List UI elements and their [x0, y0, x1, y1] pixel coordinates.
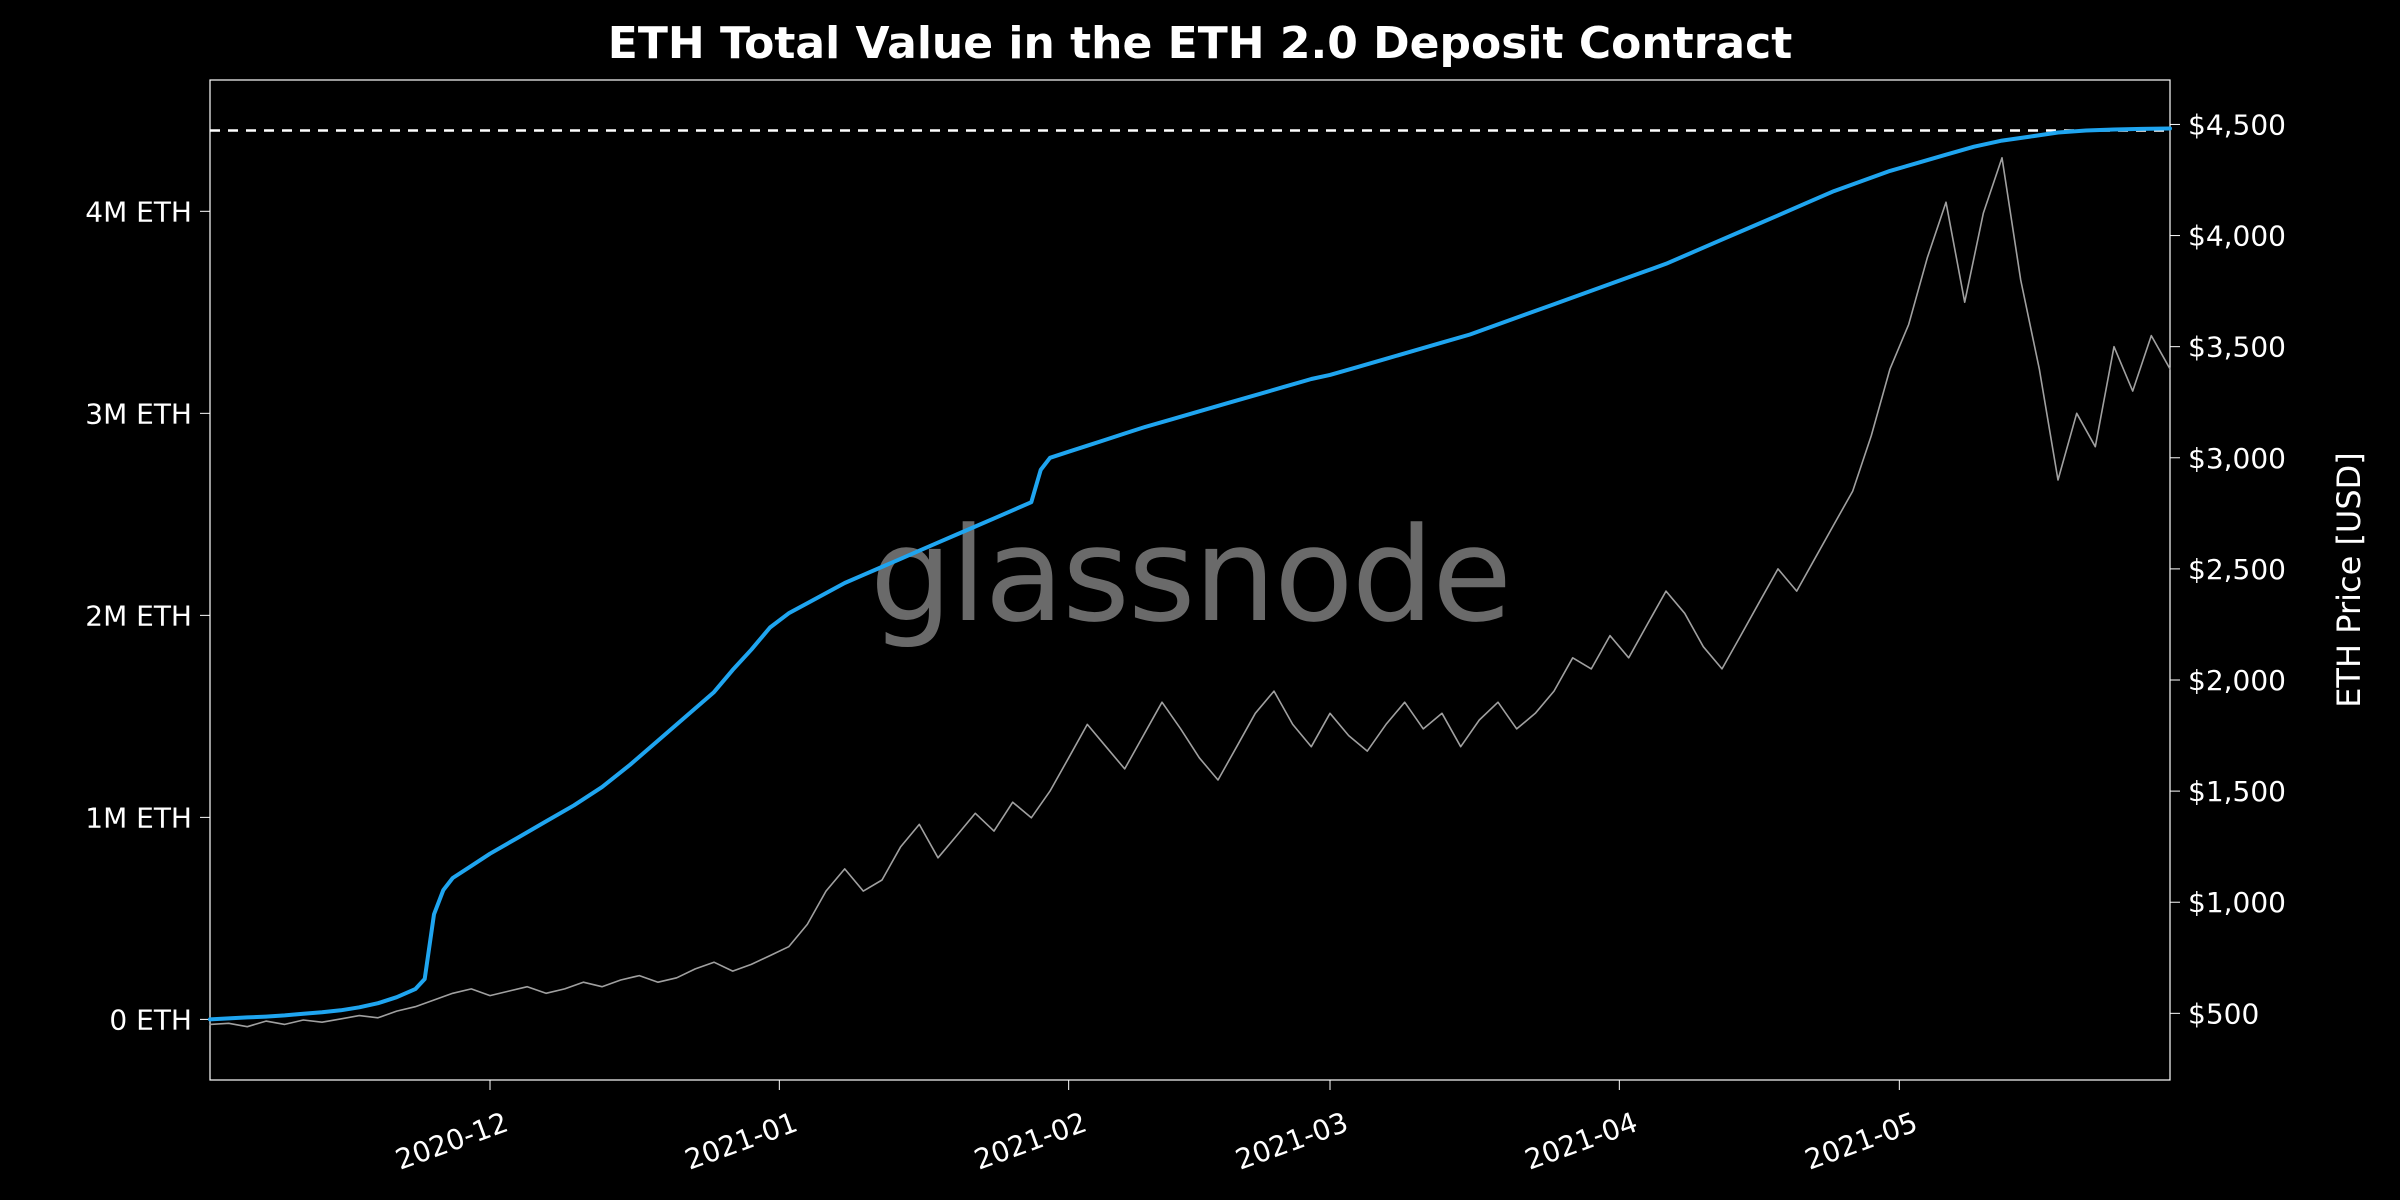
x-tick-label: 2021-01	[680, 1106, 801, 1177]
y-right-tick-label: $4,500	[2188, 108, 2286, 141]
y-right-tick-label: $2,000	[2188, 664, 2286, 697]
y-right-tick-label: $4,000	[2188, 220, 2286, 253]
y-right-tick-label: $1,500	[2188, 775, 2286, 808]
y-right-tick-label: $3,500	[2188, 331, 2286, 364]
x-tick-label: 2021-02	[970, 1106, 1091, 1177]
x-tick-label: 2021-04	[1520, 1106, 1641, 1177]
y-right-tick-label: $500	[2188, 997, 2259, 1030]
y-left-tick-label: 4M ETH	[85, 195, 192, 228]
y-right-tick-label: $1,000	[2188, 886, 2286, 919]
y-left-tick-label: 0 ETH	[109, 1003, 192, 1036]
x-tick-label: 2021-05	[1800, 1106, 1921, 1177]
y-left-tick-label: 2M ETH	[85, 599, 192, 632]
chart-canvas: glassnode 0 ETH 1M ETH 2M ETH 3M ETH 4M ETH $5…	[0, 0, 2400, 1200]
y-right-axis-label: ETH Price [USD]	[2330, 452, 2368, 708]
x-tick-label: 2020-12	[391, 1106, 512, 1177]
y-left-tick-label: 3M ETH	[85, 397, 192, 430]
x-tick-label: 2021-03	[1231, 1106, 1352, 1177]
watermark: glassnode	[870, 499, 1510, 651]
y-left-tick-label: 1M ETH	[85, 801, 192, 834]
y-right-tick-label: $2,500	[2188, 553, 2286, 586]
y-right-tick-label: $3,000	[2188, 442, 2286, 475]
